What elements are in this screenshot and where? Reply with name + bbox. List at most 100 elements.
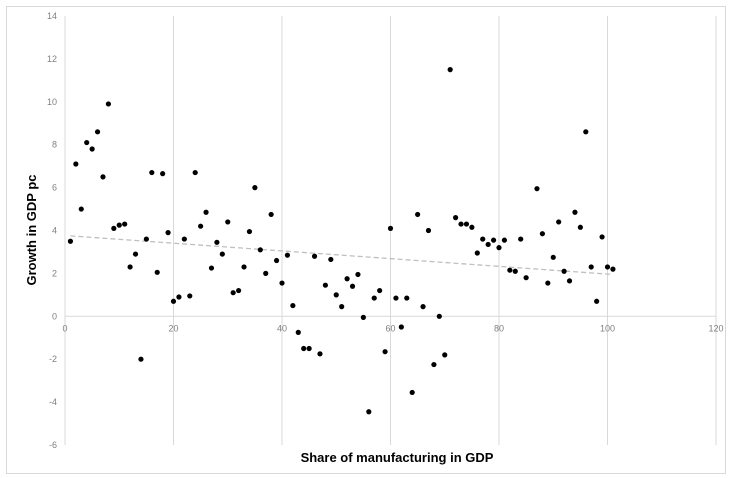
data-point <box>453 215 459 221</box>
data-point <box>154 269 160 275</box>
data-point <box>409 389 415 396</box>
data-point <box>333 292 339 298</box>
data-point <box>463 221 470 227</box>
data-point <box>610 266 616 272</box>
data-point <box>225 219 231 225</box>
data-point <box>474 250 480 256</box>
data-point <box>73 161 79 167</box>
data-point <box>518 236 524 242</box>
data-point <box>290 302 296 309</box>
data-point <box>246 228 253 235</box>
data-point <box>425 227 432 234</box>
data-point <box>203 209 209 215</box>
data-point <box>279 280 285 286</box>
data-point <box>192 169 198 176</box>
data-point <box>84 139 90 146</box>
trendline-group <box>70 235 613 276</box>
data-point <box>371 295 377 301</box>
data-point <box>219 251 225 257</box>
data-point <box>501 237 508 243</box>
data-point <box>295 329 301 335</box>
data-point <box>398 324 404 330</box>
y-tick-label: 12 <box>47 54 57 64</box>
data-point <box>111 225 117 231</box>
y-tick-label: 14 <box>47 11 57 21</box>
data-point <box>583 129 589 135</box>
data-point <box>138 356 144 362</box>
data-point <box>100 174 106 180</box>
data-point <box>311 253 318 259</box>
x-tick-label: 40 <box>277 323 287 333</box>
data-points <box>67 67 616 415</box>
data-point <box>594 298 600 304</box>
data-point <box>387 225 394 231</box>
data-point <box>469 224 475 230</box>
data-point <box>116 222 122 228</box>
data-point <box>132 251 139 257</box>
data-point <box>458 221 464 227</box>
data-point <box>67 238 74 244</box>
data-point <box>252 185 258 191</box>
data-point <box>339 304 345 310</box>
data-point <box>539 231 546 237</box>
data-point <box>208 265 215 271</box>
data-point <box>105 101 111 107</box>
data-point <box>268 211 274 218</box>
data-point <box>317 351 323 357</box>
x-tick-label: 120 <box>708 323 723 333</box>
data-point <box>604 264 611 270</box>
data-point <box>393 295 399 301</box>
data-point <box>599 234 605 240</box>
data-point <box>284 252 291 258</box>
data-point <box>301 345 307 352</box>
data-point <box>122 221 128 227</box>
data-point <box>181 236 187 242</box>
data-point <box>566 278 573 284</box>
data-point <box>577 224 583 230</box>
y-tick-label: -2 <box>49 354 57 364</box>
x-tick-label: 100 <box>600 323 615 333</box>
data-point <box>236 287 242 294</box>
y-tick-label: 4 <box>52 226 57 236</box>
data-point <box>550 254 556 260</box>
data-point <box>572 209 578 215</box>
data-point <box>349 283 356 289</box>
data-point <box>263 270 269 276</box>
data-point <box>556 219 562 225</box>
data-point <box>523 275 529 281</box>
data-point <box>176 294 182 300</box>
data-point <box>165 230 171 236</box>
x-tick-label: 0 <box>62 323 67 333</box>
data-point <box>187 293 193 299</box>
data-point <box>127 264 133 270</box>
data-point <box>512 268 518 274</box>
y-tick-label: -4 <box>49 397 57 407</box>
y-tick-label: 8 <box>52 140 57 150</box>
data-point <box>360 314 366 320</box>
x-tick-label: 60 <box>385 323 395 333</box>
data-point <box>588 264 594 270</box>
data-point <box>306 345 312 352</box>
data-point <box>328 256 334 263</box>
data-point <box>534 186 540 192</box>
data-point <box>149 169 155 176</box>
data-point <box>230 290 236 296</box>
data-point <box>273 257 280 264</box>
data-point <box>170 298 177 304</box>
data-point <box>160 171 166 177</box>
data-point <box>545 280 551 286</box>
y-tick-label: -6 <box>49 440 57 450</box>
data-point <box>94 129 101 135</box>
y-tick-label: 2 <box>52 268 57 278</box>
data-point <box>214 239 220 245</box>
chart-frame <box>6 6 726 474</box>
data-point <box>78 206 84 212</box>
data-point <box>496 245 502 251</box>
data-point <box>198 223 204 229</box>
data-point <box>382 349 388 355</box>
x-tick-label: 80 <box>494 323 504 333</box>
y-axis-title: Growth in GDP pc <box>24 175 39 286</box>
trendline <box>70 235 613 276</box>
data-point <box>257 247 263 253</box>
